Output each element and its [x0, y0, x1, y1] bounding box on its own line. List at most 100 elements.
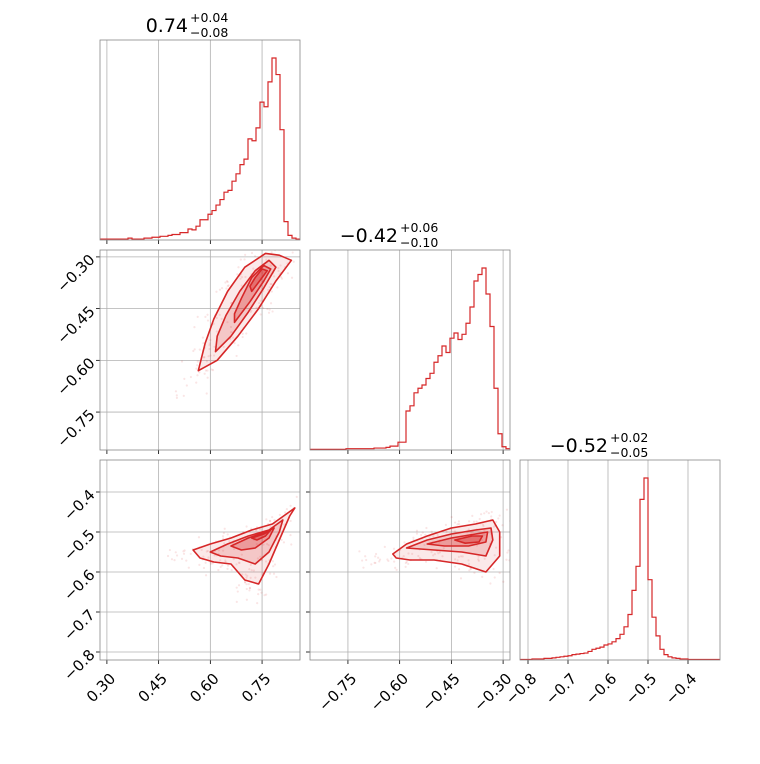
sample-point [252, 267, 255, 270]
sample-point [458, 522, 461, 526]
sample-point [393, 560, 396, 563]
sample-point [180, 557, 184, 560]
contour-group [358, 508, 517, 585]
sample-point [430, 530, 433, 533]
sample-point [209, 338, 212, 342]
sample-point [289, 533, 292, 537]
sample-point [254, 255, 257, 258]
sample-point [378, 558, 382, 561]
sample-point [228, 540, 231, 543]
sample-point [477, 558, 480, 561]
sample-point [508, 559, 510, 562]
histogram-step-line [520, 477, 720, 660]
y-tick-label: −0.45 [53, 302, 98, 347]
sample-point [222, 531, 226, 535]
sample-point [472, 520, 476, 523]
sample-point [245, 576, 248, 579]
sample-point [407, 552, 410, 555]
sample-point [254, 576, 257, 579]
histogram-panel-1: 0.74 +0.04−0.08 [100, 10, 300, 244]
x-tick-label: −0.60 [367, 670, 412, 715]
sample-point [493, 554, 496, 557]
histogram-bin [184, 233, 188, 240]
sample-point [219, 565, 222, 568]
sample-point [219, 559, 222, 562]
sample-point [202, 555, 205, 558]
sample-point [259, 313, 262, 316]
sample-point [387, 559, 390, 563]
sample-point [223, 527, 226, 530]
sample-point [215, 330, 218, 333]
sample-point [227, 284, 230, 287]
sample-point [457, 568, 461, 571]
panel-title-lower: −0.08 [190, 25, 228, 40]
sample-point [469, 567, 472, 570]
sample-point [189, 375, 192, 379]
x-tick-label: −0.7 [542, 670, 580, 708]
sample-point [232, 558, 235, 561]
x-tick-label: −0.75 [315, 670, 360, 715]
sample-point [202, 342, 205, 345]
sample-point [224, 559, 227, 562]
x-tick-label: 0.75 [238, 670, 274, 706]
sample-point [226, 567, 229, 570]
sample-point [269, 264, 272, 267]
sample-point [494, 546, 498, 549]
sample-point [269, 302, 273, 305]
sample-point [185, 559, 188, 562]
sample-point [244, 275, 247, 279]
sample-point [457, 555, 460, 558]
sample-point [492, 525, 496, 528]
sample-point [281, 242, 283, 244]
sample-point [383, 545, 386, 549]
scatter-frame [99, 249, 301, 451]
sample-point [166, 554, 170, 558]
histogram-bin [240, 165, 244, 240]
sample-point [362, 566, 365, 569]
sample-point [211, 369, 215, 372]
y-tick-label: −0.75 [53, 406, 98, 451]
sample-point [205, 360, 208, 363]
sample-point [248, 586, 252, 589]
sample-point [454, 558, 457, 561]
sample-point [304, 507, 306, 509]
sample-point [213, 554, 216, 557]
sample-point [424, 560, 428, 563]
sample-point [386, 558, 389, 561]
sample-point [262, 543, 265, 546]
sample-point [208, 344, 211, 347]
sample-point [507, 549, 510, 552]
sample-point [249, 576, 252, 579]
sample-point [244, 253, 247, 256]
sample-point [226, 533, 229, 536]
panel-title-value: −0.52 [550, 435, 608, 457]
sample-point [256, 602, 259, 605]
sample-point [515, 560, 517, 562]
y-tick-label: −0.4 [60, 486, 98, 524]
sample-point [231, 336, 235, 339]
sample-point [483, 533, 486, 537]
sample-point [212, 322, 215, 325]
sample-point [490, 510, 493, 514]
sample-point [438, 551, 442, 554]
sample-point [292, 260, 295, 263]
histogram-bars [100, 57, 300, 240]
histogram-bin [272, 58, 276, 240]
sample-point [269, 245, 271, 247]
sample-point [268, 308, 271, 311]
sample-point [276, 248, 278, 250]
sample-point [459, 577, 463, 580]
sample-point [277, 266, 280, 270]
sample-point [268, 286, 271, 289]
sample-point [483, 557, 486, 560]
sample-point [467, 562, 471, 566]
contour-level-2 [209, 519, 284, 565]
sample-point [365, 558, 368, 562]
sample-point [266, 307, 269, 311]
y-tick-label: −0.5 [60, 526, 98, 564]
sample-point [258, 528, 262, 531]
sample-point [182, 552, 186, 555]
sample-point [198, 371, 201, 374]
sample-point [236, 273, 239, 276]
sample-point [454, 521, 457, 524]
